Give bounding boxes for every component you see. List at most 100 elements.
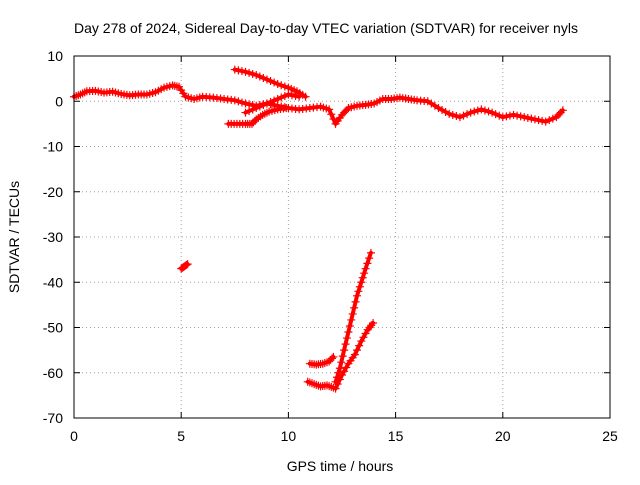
data-point bbox=[183, 260, 192, 269]
data-point bbox=[245, 100, 254, 109]
data-point bbox=[355, 282, 364, 291]
data-point bbox=[245, 107, 254, 116]
data-point bbox=[273, 94, 282, 103]
data-point bbox=[291, 91, 300, 100]
data-point bbox=[329, 352, 338, 361]
data-point bbox=[255, 72, 264, 81]
data-point bbox=[329, 115, 338, 124]
data-point bbox=[459, 111, 468, 120]
x-tick-label: 15 bbox=[388, 428, 404, 444]
data-point bbox=[491, 110, 500, 119]
data-point bbox=[509, 110, 518, 119]
data-point bbox=[252, 104, 261, 113]
data-point bbox=[270, 96, 279, 105]
data-point bbox=[262, 75, 271, 84]
data-point bbox=[523, 113, 532, 122]
data-point bbox=[266, 77, 275, 86]
data-point bbox=[530, 115, 539, 124]
series-1 bbox=[230, 65, 310, 101]
data-point bbox=[234, 97, 243, 106]
x-tick-label: 20 bbox=[495, 428, 511, 444]
y-tick-label: -50 bbox=[43, 320, 63, 336]
data-point bbox=[327, 110, 336, 119]
data-point bbox=[284, 90, 293, 99]
data-point bbox=[484, 107, 493, 116]
data-point bbox=[295, 92, 304, 101]
data-point bbox=[455, 113, 464, 122]
data-point bbox=[338, 352, 347, 361]
data-point bbox=[527, 114, 536, 123]
data-point bbox=[270, 78, 279, 87]
x-tick-label: 5 bbox=[177, 428, 185, 444]
y-tick-label: -10 bbox=[43, 139, 63, 155]
data-point bbox=[329, 383, 338, 392]
data-point bbox=[248, 69, 257, 78]
data-point bbox=[230, 65, 239, 74]
data-layer bbox=[70, 65, 567, 393]
data-point bbox=[280, 91, 289, 100]
data-point bbox=[473, 106, 482, 115]
x-tick-label: 10 bbox=[281, 428, 297, 444]
data-point bbox=[273, 80, 282, 89]
data-point bbox=[252, 71, 261, 80]
series-3 bbox=[224, 104, 291, 128]
x-tick-label: 0 bbox=[70, 428, 78, 444]
data-point bbox=[495, 111, 504, 120]
data-point bbox=[262, 99, 271, 108]
y-tick-label: -30 bbox=[43, 229, 63, 245]
data-point bbox=[477, 105, 486, 114]
data-point bbox=[282, 104, 291, 113]
data-point bbox=[502, 112, 511, 121]
data-point bbox=[520, 113, 529, 122]
data-point bbox=[445, 109, 454, 118]
data-point bbox=[466, 108, 475, 117]
data-point bbox=[237, 98, 246, 107]
data-point bbox=[354, 287, 363, 296]
data-point bbox=[245, 68, 254, 77]
y-tick-label: -40 bbox=[43, 274, 63, 290]
data-point bbox=[280, 82, 289, 91]
data-point bbox=[335, 375, 344, 384]
data-point bbox=[351, 297, 360, 306]
data-point bbox=[438, 105, 447, 114]
data-point bbox=[488, 108, 497, 117]
data-point bbox=[480, 106, 489, 115]
data-point bbox=[277, 81, 286, 90]
series-2 bbox=[241, 90, 304, 117]
data-point bbox=[448, 110, 457, 119]
data-point bbox=[343, 334, 352, 343]
data-point bbox=[248, 105, 257, 114]
data-point bbox=[545, 116, 554, 125]
x-axis-label: GPS time / hours bbox=[287, 458, 394, 474]
data-point bbox=[347, 315, 356, 324]
data-point bbox=[259, 74, 268, 83]
data-point bbox=[350, 350, 359, 359]
series-5 bbox=[331, 248, 375, 386]
y-tick-label: -20 bbox=[43, 184, 63, 200]
data-point bbox=[534, 116, 543, 125]
data-point bbox=[182, 260, 191, 269]
data-point bbox=[434, 104, 443, 113]
series-8 bbox=[303, 377, 338, 392]
data-point bbox=[350, 303, 359, 312]
data-point bbox=[463, 110, 472, 119]
y-tick-label: 10 bbox=[47, 48, 63, 64]
y-tick-label: -60 bbox=[43, 365, 63, 381]
data-point bbox=[345, 321, 354, 330]
data-point bbox=[241, 67, 250, 76]
data-point bbox=[513, 111, 522, 120]
data-point bbox=[498, 113, 507, 122]
y-tick-label: 0 bbox=[55, 93, 63, 109]
data-point bbox=[541, 117, 550, 126]
data-point bbox=[333, 380, 342, 389]
data-point bbox=[337, 358, 346, 367]
data-point bbox=[277, 93, 286, 102]
data-point bbox=[287, 91, 296, 100]
axes: 0 5 10 15 20 25 10 0 -10 -20 -30 -40 -50 -60 -70 bbox=[43, 48, 618, 444]
data-point bbox=[558, 106, 567, 115]
data-point bbox=[341, 340, 350, 349]
data-point bbox=[505, 111, 514, 120]
data-point bbox=[353, 291, 362, 300]
data-point bbox=[259, 101, 268, 110]
